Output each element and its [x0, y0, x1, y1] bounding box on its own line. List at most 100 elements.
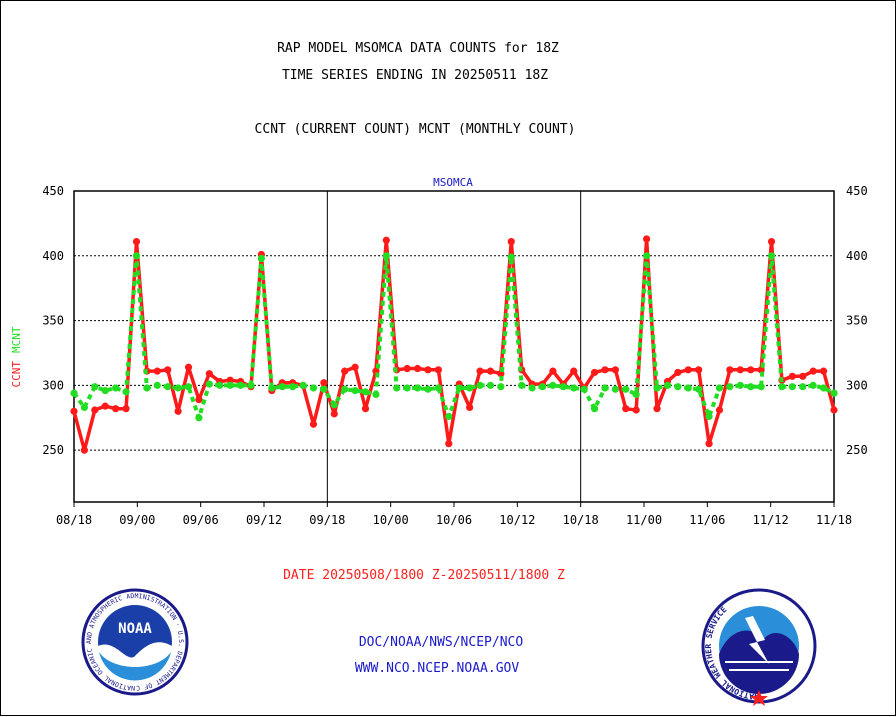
point-ccnt	[320, 379, 328, 387]
point-ccnt	[736, 366, 744, 374]
point-mcnt	[132, 252, 141, 260]
point-mcnt	[236, 381, 245, 389]
point-mcnt	[80, 403, 89, 412]
x-tick-label: 11/12	[753, 513, 789, 527]
point-mcnt	[653, 384, 661, 392]
point-mcnt	[695, 385, 703, 393]
point-mcnt	[247, 381, 255, 389]
point-mcnt	[767, 252, 776, 260]
title-line-2: TIME SERIES ENDING IN 20250511 18Z	[282, 68, 548, 83]
point-mcnt	[455, 384, 463, 392]
x-tick-label: 09/00	[119, 513, 155, 527]
point-ccnt	[445, 440, 453, 448]
point-mcnt	[299, 381, 307, 389]
point-mcnt	[341, 385, 349, 393]
point-mcnt	[736, 381, 744, 389]
point-ccnt	[549, 367, 557, 375]
point-mcnt	[320, 385, 328, 393]
point-ccnt	[715, 406, 724, 414]
point-mcnt	[70, 389, 78, 397]
point-ccnt	[361, 405, 370, 413]
point-ccnt	[819, 367, 828, 375]
star-icon	[750, 690, 768, 706]
point-ccnt	[653, 405, 661, 413]
point-ccnt	[726, 366, 734, 374]
y-axis-title: CCNT MCNT	[10, 326, 23, 387]
title-line-1: RAP MODEL MSOMCA DATA COUNTS for 18Z	[277, 41, 559, 56]
point-ccnt	[622, 405, 630, 413]
axes-layer	[73, 190, 835, 507]
website-link[interactable]: WWW.NCO.NCEP.NOAA.GOV	[355, 661, 520, 676]
ylabel-mcnt: MCNT	[10, 326, 23, 353]
ylabel-ccnt: CCNT	[10, 361, 23, 388]
point-ccnt	[674, 368, 682, 377]
x-tick-label: 08/18	[56, 513, 92, 527]
point-mcnt	[757, 383, 765, 391]
noaa-logo-text: NOAA	[118, 621, 152, 637]
point-mcnt	[351, 386, 359, 395]
point-mcnt	[674, 383, 682, 391]
y-tick-label-right: 350	[846, 314, 868, 328]
y-tick-label-right: 450	[846, 184, 868, 198]
point-ccnt	[403, 364, 411, 373]
series-layer	[70, 235, 838, 454]
point-ccnt	[351, 363, 359, 371]
point-mcnt	[257, 254, 265, 262]
point-ccnt	[330, 410, 338, 418]
point-mcnt	[143, 384, 151, 392]
point-mcnt	[486, 381, 495, 389]
y-tick-label-left: 300	[42, 378, 64, 392]
point-ccnt	[309, 420, 318, 428]
y-tick-label-left: 400	[42, 249, 64, 263]
point-ccnt	[70, 407, 78, 415]
point-mcnt	[622, 385, 630, 393]
point-mcnt	[684, 384, 692, 392]
point-ccnt	[695, 366, 703, 374]
point-ccnt	[184, 363, 193, 371]
point-ccnt	[809, 367, 817, 375]
point-ccnt	[195, 396, 203, 404]
point-ccnt	[424, 366, 432, 374]
point-mcnt	[580, 385, 588, 393]
x-tick-label: 10/00	[373, 513, 409, 527]
point-mcnt	[726, 383, 734, 391]
series-line-mcnt	[72, 253, 835, 420]
series-line-ccnt	[72, 237, 836, 452]
point-mcnt	[778, 383, 786, 391]
point-ccnt	[174, 407, 182, 415]
point-ccnt	[101, 402, 109, 410]
point-mcnt	[788, 383, 796, 391]
x-tick-label: 09/12	[246, 513, 282, 527]
point-ccnt	[434, 366, 442, 374]
point-mcnt	[195, 414, 203, 422]
point-ccnt	[611, 366, 619, 374]
x-tick-label: 11/18	[816, 513, 852, 527]
point-ccnt	[205, 370, 213, 378]
point-mcnt	[705, 412, 713, 421]
point-ccnt	[153, 367, 161, 375]
point-mcnt	[226, 381, 234, 389]
x-tick-label: 10/06	[436, 513, 472, 527]
point-mcnt	[424, 385, 432, 393]
point-mcnt	[518, 381, 526, 389]
point-mcnt	[174, 384, 182, 392]
y-tick-label-left: 250	[42, 443, 64, 457]
point-ccnt	[80, 446, 89, 454]
point-mcnt	[153, 381, 161, 389]
x-tick-label: 11/06	[689, 513, 725, 527]
point-ccnt	[341, 367, 349, 375]
point-mcnt	[476, 381, 484, 389]
point-mcnt	[643, 252, 651, 260]
point-ccnt	[91, 406, 99, 414]
point-ccnt	[632, 406, 640, 414]
point-mcnt	[611, 385, 619, 393]
point-ccnt	[413, 364, 422, 373]
point-ccnt	[643, 235, 651, 243]
point-mcnt	[549, 381, 557, 389]
point-mcnt	[413, 384, 422, 392]
x-tick-label: 09/18	[309, 513, 345, 527]
point-mcnt	[164, 383, 172, 391]
point-ccnt	[747, 366, 755, 374]
point-mcnt	[632, 390, 640, 399]
